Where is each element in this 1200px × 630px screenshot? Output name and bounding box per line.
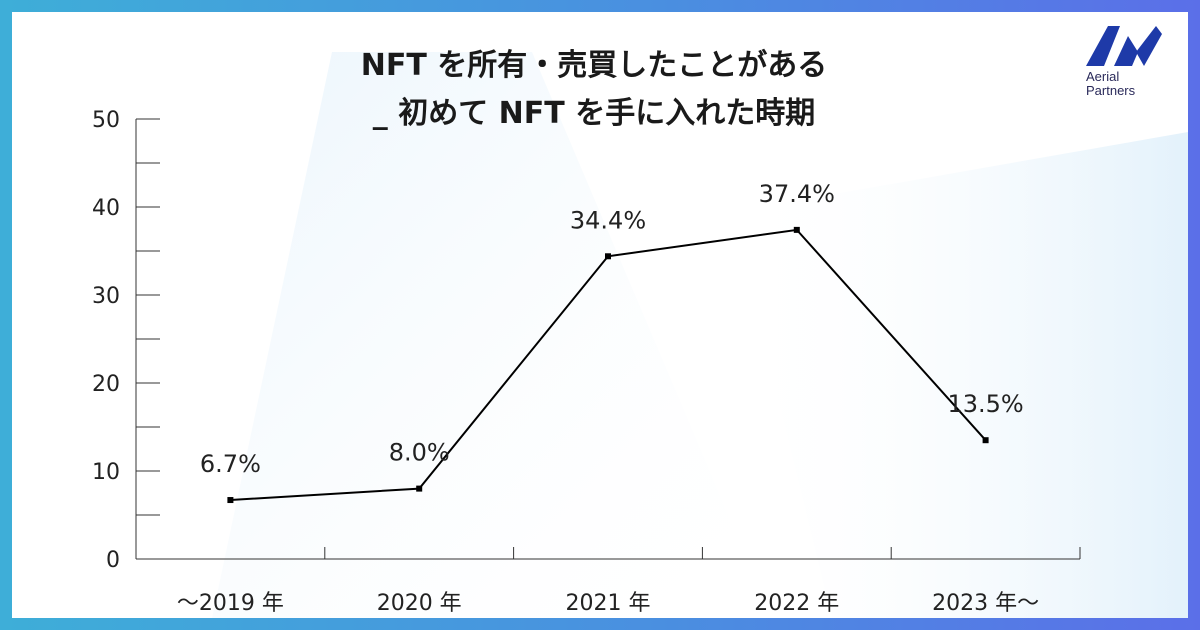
y-tick-label: 10 <box>92 460 120 485</box>
data-point <box>227 497 234 504</box>
data-point <box>416 485 423 492</box>
data-label: 37.4% <box>759 180 835 208</box>
x-category-label: 2021 年 <box>566 591 651 616</box>
data-labels: 6.7% 8.0% 34.4% 37.4% 13.5% <box>200 180 1024 478</box>
y-tick-label: 0 <box>106 548 120 573</box>
data-label: 13.5% <box>947 390 1023 418</box>
chart-title-line2: _ 初めて NFT を手に入れた時期 <box>372 96 816 131</box>
data-point <box>605 253 611 260</box>
data-label: 34.4% <box>570 206 646 234</box>
chart-axes <box>135 119 1080 560</box>
x-category-label: ～2019 年 <box>177 591 284 616</box>
y-axis-ticks: 0 10 20 30 40 50 <box>92 108 160 573</box>
data-point <box>793 226 800 233</box>
y-tick-label: 20 <box>92 372 120 397</box>
x-category-label: 2022 年 <box>754 591 839 616</box>
y-tick-label: 40 <box>92 196 120 221</box>
chart-title-line1: NFT を所有・売買したことがある <box>360 48 828 83</box>
y-tick-label: 50 <box>92 108 120 133</box>
x-category-label: 2020 年 <box>377 591 462 616</box>
x-category-label: 2023 年～ <box>932 591 1039 616</box>
logo-text-line1: Aerial <box>1086 69 1120 84</box>
logo-text: Aerial Partners <box>1086 70 1135 98</box>
x-axis-ticks: ～2019 年 2020 年 2021 年 2022 年 2023 年～ <box>177 547 1081 616</box>
data-label: 6.7% <box>200 450 261 478</box>
data-points <box>227 226 989 504</box>
logo-text-line2: Partners <box>1086 83 1136 98</box>
chart-title: NFT を所有・売買したことがある _ 初めて NFT を手に入れた時期 <box>0 42 1188 138</box>
data-point <box>982 437 989 444</box>
y-tick-label: 30 <box>92 284 120 309</box>
data-label: 8.0% <box>389 439 450 467</box>
aerial-partners-logo-icon <box>1086 26 1162 66</box>
series-line <box>230 228 987 502</box>
